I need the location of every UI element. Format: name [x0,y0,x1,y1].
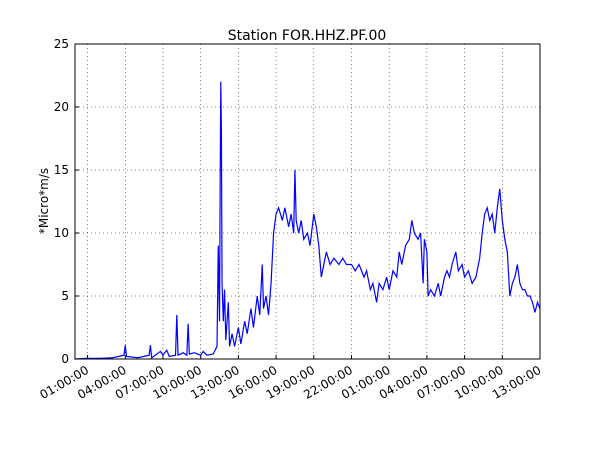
y-axis-label: *Micro*m/s [37,168,51,234]
y-tick-label: 15 [54,163,69,177]
y-tick-label: 5 [61,289,69,303]
y-tick-label: 20 [54,100,69,114]
plot-frame [74,43,541,360]
data-line [74,81,541,360]
y-tick-label: 25 [54,37,69,51]
y-tick-label: 10 [54,226,69,240]
chart-title: Station FOR.HHZ.PF.00 [228,28,387,44]
y-tick-label: 0 [61,352,69,366]
